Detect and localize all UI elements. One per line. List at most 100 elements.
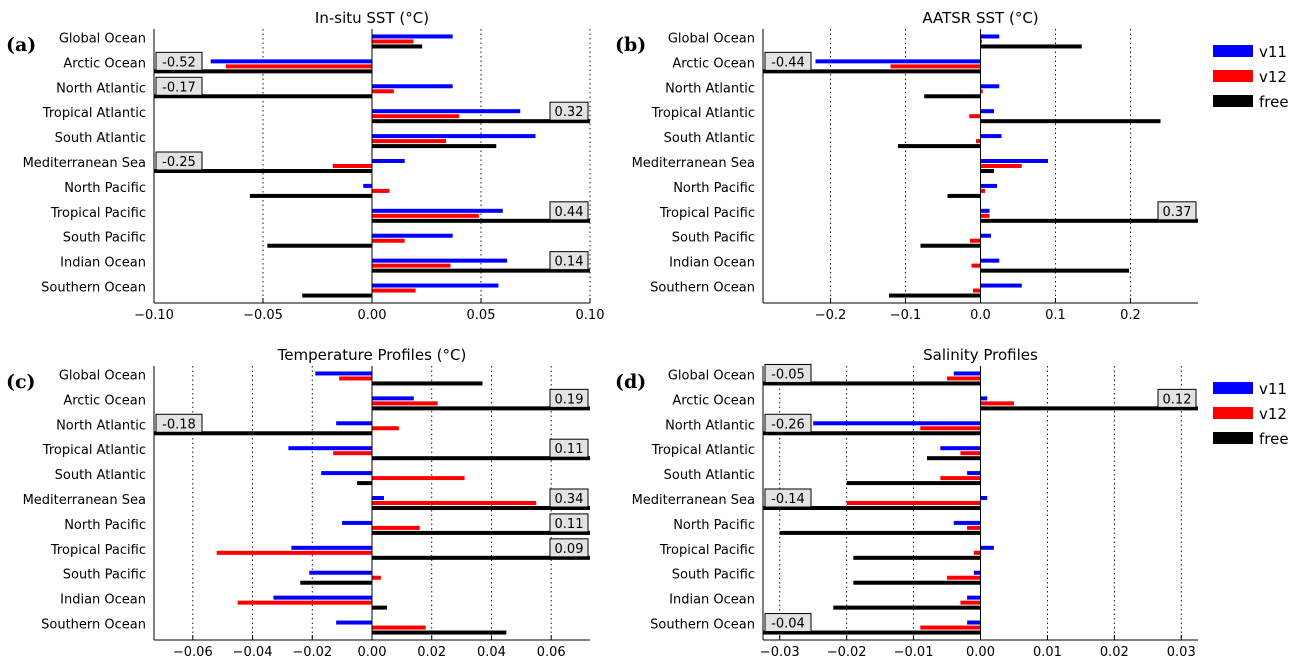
bar-v12	[372, 39, 414, 44]
category-label: Arctic Ocean	[672, 393, 755, 408]
legend-label: v12	[1259, 68, 1287, 86]
x-tick-label: −0.02	[827, 645, 867, 660]
chart-panel: Global Ocean Arctic Ocean North Atlantic Tr…	[615, 346, 1198, 660]
legend-swatch-v11	[1213, 382, 1253, 394]
category-label: Tropical Atlantic	[42, 106, 146, 121]
bar-v12	[332, 164, 372, 168]
chart-title: Salinity Profiles	[923, 346, 1038, 364]
bar-v11	[813, 421, 981, 426]
value-label-box	[549, 388, 589, 408]
bar-v11	[980, 496, 988, 500]
category-label: South Atlantic	[664, 468, 755, 483]
bar-free	[763, 69, 981, 74]
bar-v12	[980, 213, 990, 218]
bar-free	[763, 630, 981, 635]
chart-panel: Global Ocean Arctic Ocean North Atlantic Tr…	[6, 346, 590, 660]
x-tick-label: 0.1	[1045, 308, 1066, 323]
bar-v11	[967, 620, 981, 625]
chart-title: In-situ SST (°C)	[315, 9, 429, 27]
bar-v12	[333, 451, 372, 456]
x-tick-label: 0.00	[966, 645, 995, 660]
bar-v12	[372, 263, 451, 268]
legend: v11 v12 free	[1213, 43, 1289, 111]
bar-v12	[846, 501, 981, 505]
category-label: North Atlantic	[56, 81, 146, 96]
category-label: Tropical Atlantic	[42, 443, 146, 458]
bar-free	[154, 169, 372, 173]
bar-v11	[363, 183, 372, 188]
panel-label: (d)	[615, 371, 646, 393]
category-label: Mediterranean Sea	[23, 156, 146, 171]
x-tick-label: −0.10	[134, 308, 174, 323]
category-label: Southern Ocean	[41, 618, 146, 633]
bar-v11	[336, 421, 372, 426]
bar-v12	[970, 238, 981, 243]
value-label-box	[549, 101, 589, 121]
value-label: -0.17	[162, 80, 196, 95]
x-tick-label: −0.1	[890, 308, 922, 323]
category-label: North Pacific	[64, 518, 146, 533]
panel-label: (c)	[6, 371, 36, 393]
category-label: Tropical Atlantic	[651, 443, 755, 458]
bar-v12	[216, 550, 372, 555]
category-label: Indian Ocean	[60, 593, 146, 608]
bar-v11	[336, 620, 372, 625]
value-label: 0.44	[555, 205, 584, 220]
bar-v12	[980, 89, 983, 94]
bar-v11	[210, 59, 372, 64]
bar-v11	[815, 59, 981, 64]
bar-v11	[372, 258, 508, 263]
bar-free	[372, 381, 483, 386]
bar-v11	[315, 371, 372, 376]
value-label-box	[155, 151, 203, 171]
bar-v12	[980, 401, 1014, 406]
bar-v11	[372, 34, 453, 39]
value-label-box	[764, 363, 812, 383]
legend-swatch-free	[1213, 95, 1253, 107]
legend-swatch-v12	[1213, 407, 1253, 419]
bar-v11	[321, 471, 372, 476]
value-label: -0.52	[162, 55, 196, 70]
value-label-box	[764, 51, 812, 71]
bar-free	[154, 431, 372, 436]
value-label-box	[549, 201, 589, 221]
category-label: Arctic Ocean	[672, 56, 755, 71]
x-tick-label: 0.04	[477, 645, 506, 660]
bar-free	[249, 193, 372, 198]
bar-free	[372, 268, 590, 273]
x-tick-label: −0.06	[173, 645, 213, 660]
category-label: Indian Ocean	[60, 256, 146, 271]
value-label: -0.25	[162, 155, 196, 170]
bar-v11	[980, 134, 1002, 139]
category-label: Mediterranean Sea	[632, 156, 755, 171]
value-label: -0.26	[771, 417, 805, 432]
category-label: South Pacific	[63, 568, 146, 583]
category-label: Tropical Pacific	[50, 206, 146, 221]
bar-v12	[940, 476, 981, 481]
bar-v12	[339, 376, 372, 381]
x-tick-label: 0.2	[1120, 308, 1141, 323]
x-tick-label: 0.05	[467, 308, 496, 323]
value-label-box	[155, 76, 203, 96]
bar-free	[980, 218, 1198, 223]
bar-free	[372, 456, 590, 461]
bar-free	[763, 431, 981, 436]
category-label: Tropical Pacific	[659, 543, 755, 558]
bar-free	[372, 44, 423, 49]
x-tick-label: 0.10	[576, 308, 605, 323]
legend-label: free	[1259, 430, 1289, 448]
chart-panel: Global Ocean Arctic Ocean North Atlantic Tr…	[615, 9, 1198, 323]
bar-v11	[980, 258, 1000, 263]
bar-v12	[372, 426, 399, 431]
chart-panel: Global Ocean Arctic Ocean North Atlantic Tr…	[6, 9, 604, 323]
bar-v11	[973, 570, 981, 575]
bar-v11	[309, 570, 372, 575]
legend-label: v11	[1259, 380, 1287, 398]
panel-label: (a)	[6, 34, 36, 56]
bar-v12	[372, 501, 537, 505]
bar-v11	[372, 109, 521, 114]
bar-free	[357, 481, 372, 486]
bar-v11	[967, 471, 981, 476]
bar-free	[372, 406, 590, 411]
category-label: South Atlantic	[55, 468, 146, 483]
